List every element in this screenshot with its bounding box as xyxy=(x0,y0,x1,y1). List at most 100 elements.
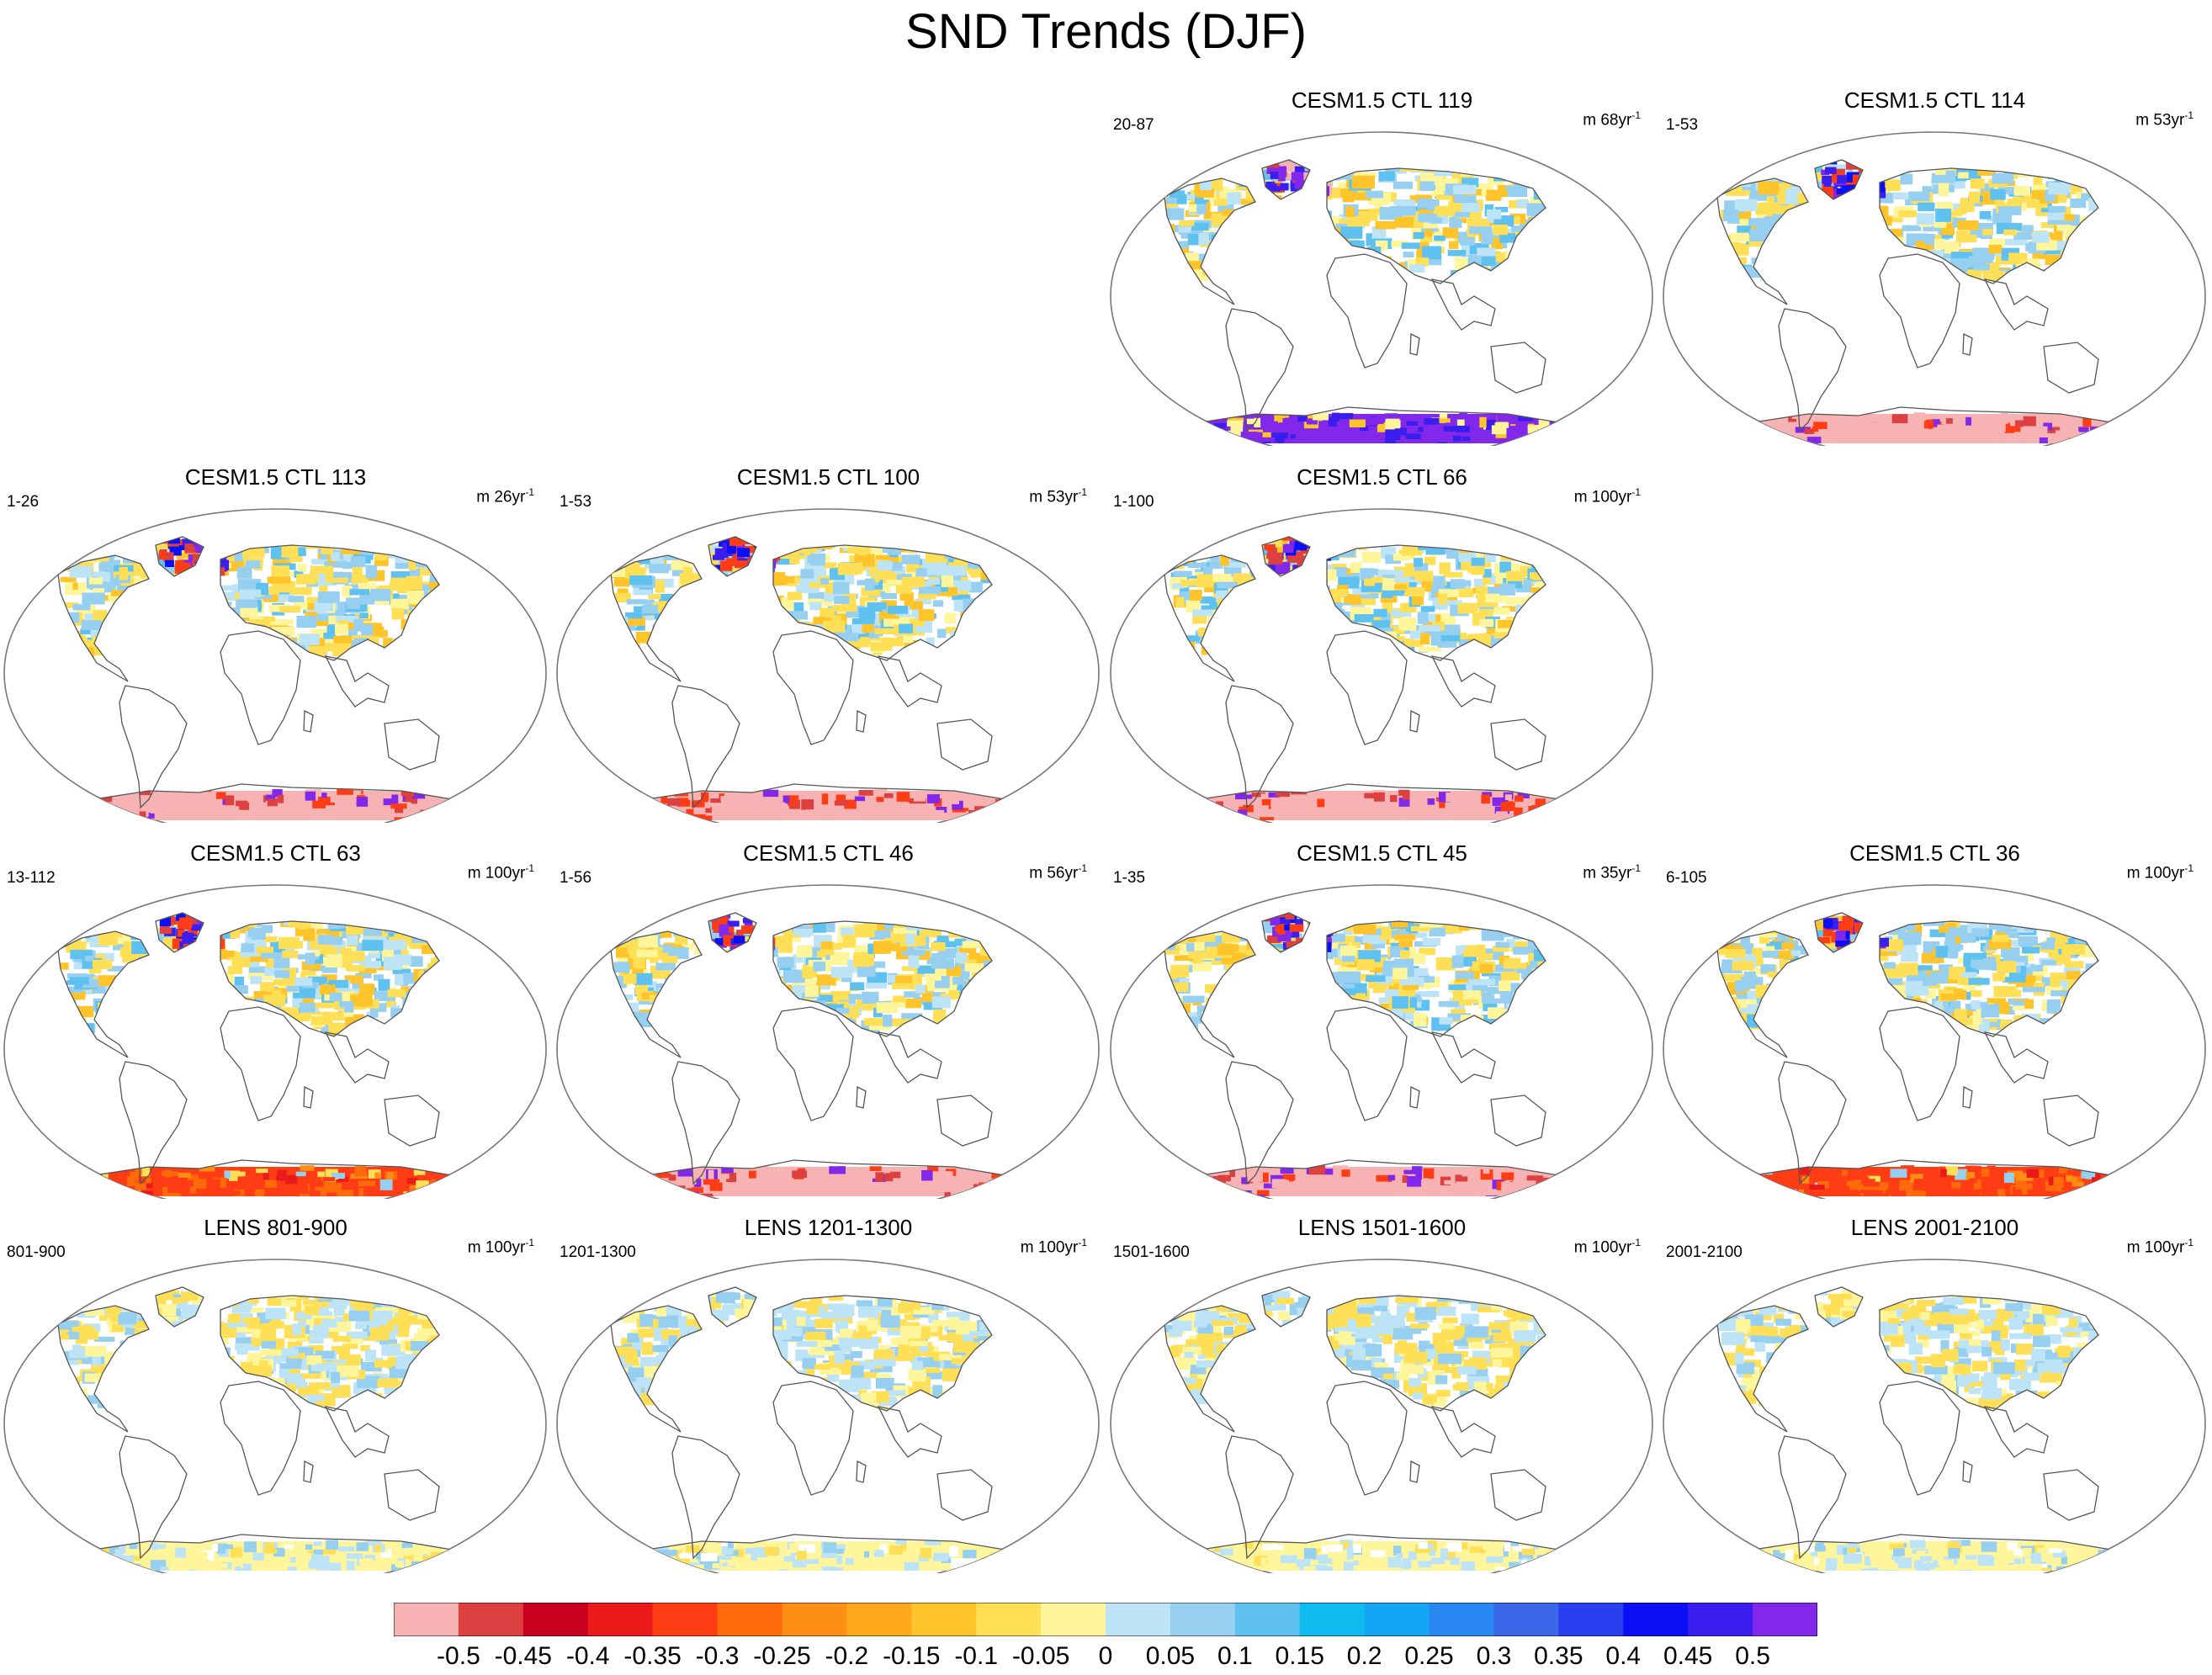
coastline xyxy=(1490,342,1546,394)
coastline xyxy=(1409,1085,1420,1109)
colorbar-tick-label: 0.05 xyxy=(1145,1642,1196,1670)
map-frame xyxy=(3,884,547,1199)
world-map xyxy=(1110,131,1653,446)
colorbar-swatch xyxy=(1364,1603,1430,1636)
coastline xyxy=(1814,912,1864,953)
panel-units: m 100yr-1 xyxy=(1573,486,1641,506)
colorbar-swatch xyxy=(1753,1603,1817,1636)
coastline xyxy=(1753,1534,2112,1550)
map-panel: LENS 801-900 801-900 m 100yr-1 xyxy=(0,1211,551,1573)
panel-title: CESM1.5 CTL 63 xyxy=(190,840,361,866)
coastline xyxy=(1200,1159,1559,1176)
coastline xyxy=(772,1381,854,1496)
panel-year-range: 20-87 xyxy=(1113,116,1154,134)
world-map xyxy=(556,884,1100,1199)
coastline xyxy=(220,920,440,1037)
world-map xyxy=(556,1259,1100,1573)
panel-units: m 56yr-1 xyxy=(1029,862,1087,883)
colorbar-swatch xyxy=(522,1603,589,1636)
coastline xyxy=(1814,1286,1864,1328)
coastline xyxy=(877,1406,942,1458)
coastline xyxy=(2043,1469,2099,1521)
map-panel: CESM1.5 CTL 45 1-35 m 35yr-1 xyxy=(1106,837,1658,1199)
coastline xyxy=(1879,167,2099,284)
coastline xyxy=(936,718,993,771)
coastline xyxy=(646,1534,1005,1550)
colorbar-swatch xyxy=(1688,1603,1753,1636)
coastline xyxy=(1326,544,1546,661)
coastline xyxy=(93,783,453,800)
coastline xyxy=(1753,1159,2112,1176)
map-panel: CESM1.5 CTL 100 1-53 m 53yr-1 xyxy=(553,461,1104,823)
coastline xyxy=(1326,630,1408,745)
coastline xyxy=(93,1534,453,1550)
coastline xyxy=(1225,308,1294,432)
colorbar-swatch xyxy=(1041,1603,1106,1636)
map-frame xyxy=(1663,1259,2206,1573)
panel-year-range: 1-35 xyxy=(1113,869,1146,887)
coastline xyxy=(646,783,1005,800)
coastline xyxy=(220,1006,301,1121)
panel-year-range: 1-53 xyxy=(1666,116,1699,134)
coastline xyxy=(1326,1006,1408,1121)
map-panel: CESM1.5 CTL 114 1-53 m 53yr-1 xyxy=(1659,84,2210,446)
coastline xyxy=(1164,930,1256,1058)
coastline xyxy=(1753,406,2112,423)
coastline xyxy=(93,1159,453,1176)
coastline xyxy=(2043,1095,2099,1147)
world-map xyxy=(3,1259,547,1573)
colorbar-tick-label: -0.4 xyxy=(565,1642,610,1670)
colorbar-tick-label: 0.3 xyxy=(1476,1642,1512,1670)
colorbar-tick-label: -0.25 xyxy=(753,1642,811,1670)
coastline xyxy=(772,1006,854,1121)
coastline xyxy=(1409,1460,1420,1483)
colorbar-tick-label: -0.3 xyxy=(695,1642,740,1670)
coastline xyxy=(1409,332,1420,356)
coastline xyxy=(1490,1469,1546,1521)
panel-year-range: 1-26 xyxy=(7,493,40,511)
coastline xyxy=(1879,253,1960,368)
coastline xyxy=(610,554,703,682)
coastline xyxy=(856,709,867,733)
coastline xyxy=(220,1381,301,1496)
coastline xyxy=(303,1085,314,1109)
coastline xyxy=(856,1085,867,1109)
colorbar-tick-label: -0.1 xyxy=(954,1642,999,1670)
coastline xyxy=(1716,1305,1809,1433)
page-title: SND Trends (DJF) xyxy=(905,4,1307,59)
coastline xyxy=(877,655,942,708)
colorbar-tick-label: -0.05 xyxy=(1011,1642,1070,1670)
panel-year-range: 801-900 xyxy=(7,1243,66,1261)
panel-units: m 100yr-1 xyxy=(1573,1237,1641,1257)
coastline xyxy=(671,1061,740,1185)
coastline xyxy=(708,536,757,577)
coastline xyxy=(772,1295,993,1412)
panel-year-range: 1-53 xyxy=(560,493,592,511)
coastline xyxy=(1261,159,1311,200)
colorbar-tick-label: 0.45 xyxy=(1663,1642,1713,1670)
coastline xyxy=(1716,178,1809,305)
coastline xyxy=(324,1406,390,1458)
colorbar-swatch xyxy=(1429,1603,1494,1636)
coastline xyxy=(1200,783,1559,800)
map-panel: CESM1.5 CTL 66 1-100 m 100yr-1 xyxy=(1106,461,1658,823)
colorbar-swatch xyxy=(782,1603,847,1636)
coastline xyxy=(856,1460,867,1483)
coastline xyxy=(772,544,993,661)
panel-units: m 53yr-1 xyxy=(2135,109,2193,130)
panel-year-range: 13-112 xyxy=(7,869,56,887)
colorbar-tick-label: -0.2 xyxy=(825,1642,869,1670)
map-panel: LENS 1501-1600 1501-1600 m 100yr-1 xyxy=(1106,1211,1658,1573)
coastline xyxy=(384,1095,440,1147)
panel-units: m 26yr-1 xyxy=(476,486,534,506)
coastline xyxy=(1200,1534,1559,1550)
colorbar-tick-label: -0.35 xyxy=(623,1642,682,1670)
coastline xyxy=(1962,332,1973,356)
map-panel: CESM1.5 CTL 46 1-56 m 56yr-1 xyxy=(553,837,1104,1199)
map-panel: CESM1.5 CTL 63 13-112 m 100yr-1 xyxy=(0,837,551,1199)
panel-title: CESM1.5 CTL 36 xyxy=(1849,840,2020,866)
coastline xyxy=(1261,536,1311,577)
coastline xyxy=(1430,655,1496,708)
coastline xyxy=(119,685,188,809)
coastline xyxy=(1962,1460,1973,1483)
